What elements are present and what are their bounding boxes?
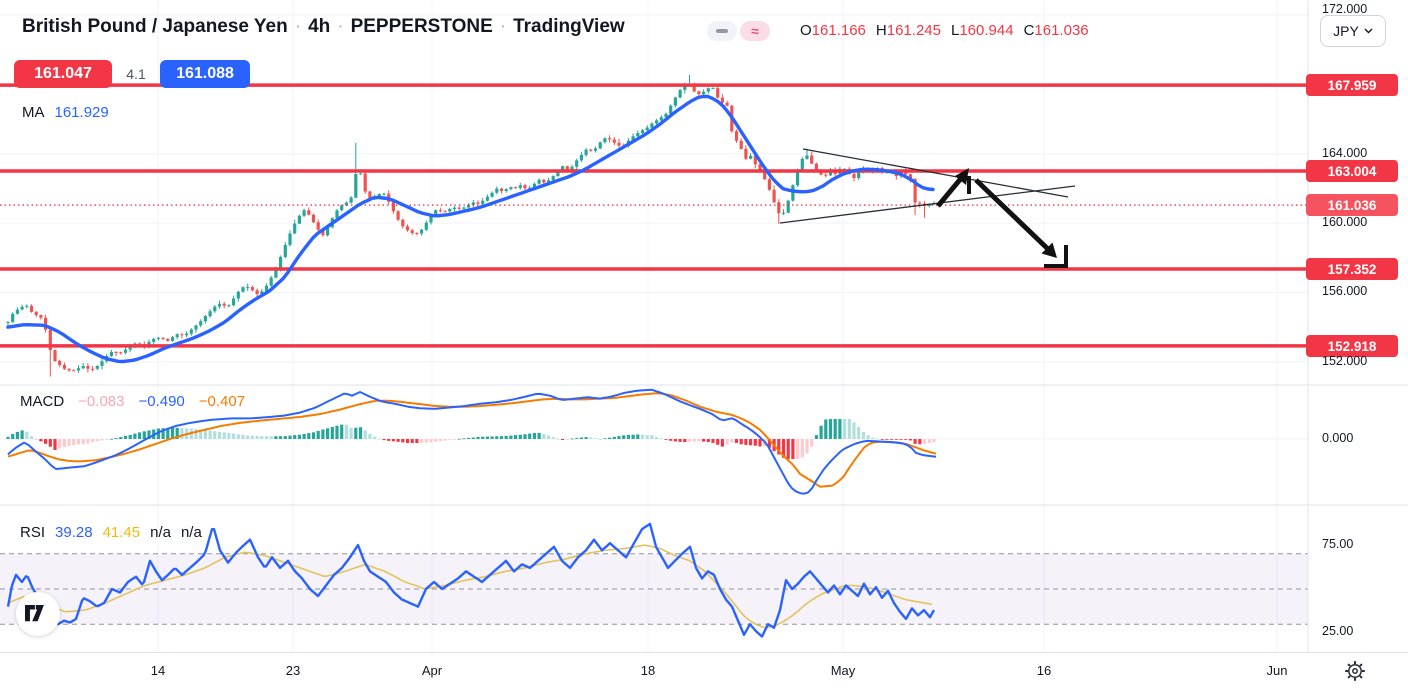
rsi-ma-value: 41.45: [102, 524, 141, 541]
axis-rsi-25: 25.00: [1322, 624, 1354, 638]
minimize-marks-button[interactable]: [707, 21, 737, 41]
exchange-label[interactable]: PEPPERSTONE: [350, 16, 493, 37]
tradingview-label[interactable]: TradingView: [513, 16, 625, 37]
time-label-16: 16: [1036, 663, 1052, 678]
price-panel: [0, 74, 1308, 377]
macd-legend[interactable]: MACD −0.083 −0.490 −0.407: [20, 393, 245, 410]
tradingview-logo[interactable]: [16, 592, 60, 636]
macd-signal-line[interactable]: [7, 392, 937, 488]
approx-price-button[interactable]: ≈: [740, 21, 770, 41]
candle-bodies-down: [29, 83, 927, 372]
trendline[interactable]: [802, 148, 1069, 198]
macd-label: MACD: [20, 393, 65, 410]
close-value: 161.036: [1034, 22, 1089, 39]
panel-separators: [0, 0, 1408, 652]
axis-price-164: 164.000: [1322, 146, 1368, 160]
rsi-panel: [0, 522, 1308, 638]
level-badge-163004[interactable]: 163.004: [1306, 160, 1398, 182]
trendline[interactable]: [779, 185, 1076, 224]
currency-dropdown[interactable]: JPY: [1320, 15, 1386, 47]
time-label-may: May: [830, 663, 856, 678]
high-value: 161.245: [886, 22, 941, 39]
sell-price-button[interactable]: 161.047: [14, 60, 112, 88]
macd-line[interactable]: [7, 388, 937, 495]
time-label-jun: Jun: [1266, 663, 1288, 678]
ma-line[interactable]: [6, 94, 935, 364]
time-axis[interactable]: 14 23 Apr 18 May 16 Jun: [0, 652, 1408, 693]
ma-legend[interactable]: MA 161.929: [22, 104, 109, 121]
rsi-line[interactable]: [6, 522, 936, 638]
drawn-arrows[interactable]: [936, 168, 1068, 268]
axis-price-160: 160.000: [1322, 215, 1368, 229]
time-label-18: 18: [640, 663, 656, 678]
approx-icon: ≈: [751, 23, 759, 39]
macd-signal-value: −0.407: [198, 393, 246, 410]
time-label-apr: Apr: [421, 663, 443, 678]
axis-price-172: 172.000: [1322, 2, 1368, 16]
symbol-title[interactable]: British Pound / Japanese Yen · 4h · PEPPERST…: [22, 16, 625, 37]
level-badge-152918[interactable]: 152.918: [1306, 335, 1398, 357]
macd-hist-value: −0.083: [78, 393, 125, 410]
buy-price-button[interactable]: 161.088: [160, 60, 250, 88]
candle-bodies-up: [6, 83, 936, 371]
ma-label: MA: [22, 104, 45, 121]
macd-line-value: −0.490: [138, 393, 185, 410]
interval-label[interactable]: 4h: [308, 16, 331, 37]
chart-canvas[interactable]: [0, 0, 1408, 652]
open-value: 161.166: [811, 22, 866, 39]
symbol-name[interactable]: British Pound / Japanese Yen: [22, 16, 288, 37]
candle-wicks-down: [31, 82, 925, 377]
ma-value: 161.929: [54, 104, 109, 121]
rsi-legend[interactable]: RSI 39.28 41.45 n/a n/a: [20, 524, 202, 541]
level-badge-157352[interactable]: 157.352: [1306, 258, 1398, 280]
gridlines: [0, 0, 1308, 652]
macd-panel: [6, 388, 937, 495]
spread-value: 4.1: [126, 66, 146, 82]
settings-gear-icon[interactable]: [1343, 659, 1367, 683]
ohlc-readout: O161.166 H161.245 L160.944 C161.036: [800, 22, 1089, 39]
rsi-label: RSI: [20, 524, 46, 541]
axis-rsi-75: 75.00: [1322, 537, 1354, 551]
current-price-badge[interactable]: 161.036: [1306, 194, 1398, 216]
axis-price-152: 152.000: [1322, 354, 1368, 368]
rsi-value: 39.28: [55, 524, 93, 541]
time-label-14: 14: [150, 663, 166, 678]
axis-price-156: 156.000: [1322, 284, 1368, 298]
tradingview-logo-icon: [25, 605, 44, 622]
level-badge-167959[interactable]: 167.959: [1306, 74, 1398, 96]
dash-icon: [716, 29, 728, 33]
chevron-down-icon: [1364, 28, 1373, 34]
time-label-23: 23: [285, 663, 301, 678]
axis-macd-zero: 0.000: [1322, 431, 1354, 445]
low-value: 160.944: [959, 22, 1014, 39]
candle-wicks-up: [7, 74, 935, 373]
